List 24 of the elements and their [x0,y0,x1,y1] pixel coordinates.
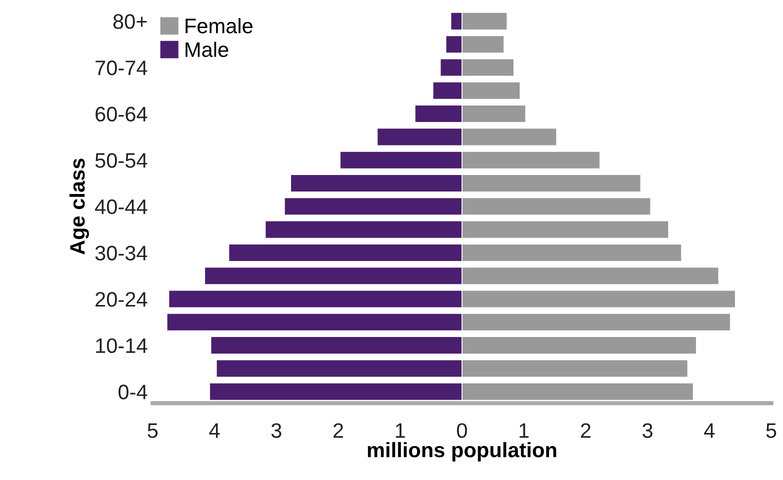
x-tick-label: 4 [209,423,220,438]
y-tick-label: 40-44 [95,199,148,214]
y-tick-label: 30-34 [95,246,148,260]
legend-label: Male [186,42,228,58]
x-tick-label: 3 [642,423,652,438]
x-tick-label: 4 [704,423,715,438]
y-tick-label: 0-4 [118,384,148,400]
x-tick-label: 2 [580,423,590,438]
x-tick-label: 0 [456,423,467,438]
y-tick-label: 10-14 [96,338,148,354]
x-tick-label: 2 [334,423,344,438]
y-axis-title: Age class [69,158,89,255]
x-tick-label: 5 [148,423,158,438]
x-tick-label: 3 [271,423,282,438]
y-tick-label: 60-64 [96,106,148,122]
y-tick-label: 80+ [113,14,147,29]
x-axis-title: millions population [368,442,556,462]
x-tick-label: 1 [520,423,529,438]
y-tick-label: 20-24 [96,292,148,307]
x-tick-label: 1 [396,423,405,438]
legend-label: Female [186,18,252,34]
x-tick-label: 5 [766,423,776,438]
y-tick-label: 70-74 [96,60,148,76]
y-tick-label: 50-54 [95,153,148,168]
